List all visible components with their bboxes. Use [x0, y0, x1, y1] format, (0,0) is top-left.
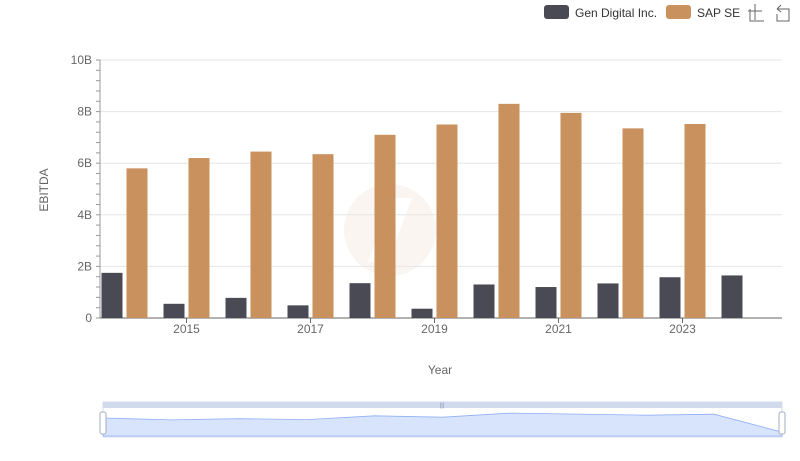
- legend-label-sap: SAP SE: [697, 6, 740, 20]
- bar-sap[interactable]: [374, 134, 396, 318]
- data-zoom-slider[interactable]: |||: [99, 401, 786, 438]
- bar-gen-digital[interactable]: [659, 277, 681, 318]
- data-zoom-handle-bar[interactable]: [103, 402, 782, 408]
- restore-icon[interactable]: [776, 4, 790, 22]
- y-tick-label: 10B: [71, 53, 92, 67]
- bar-gen-digital[interactable]: [597, 283, 619, 318]
- bar-sap[interactable]: [622, 128, 644, 318]
- y-axis-title: EBITDA: [37, 168, 51, 211]
- x-tick-label: 2015: [173, 322, 200, 336]
- zoom-icon[interactable]: [748, 4, 764, 22]
- y-tick-label: 4B: [77, 208, 92, 222]
- bar-gen-digital[interactable]: [721, 275, 743, 318]
- bars: [101, 103, 743, 319]
- bar-sap[interactable]: [560, 112, 582, 318]
- bar-gen-digital[interactable]: [473, 284, 495, 318]
- bar-gen-digital[interactable]: [163, 303, 185, 318]
- y-tick-label: 2B: [77, 259, 92, 273]
- bar-sap[interactable]: [684, 123, 706, 318]
- data-zoom-grip-icon[interactable]: |||: [440, 403, 445, 409]
- data-zoom-preview: [102, 412, 783, 437]
- legend[interactable]: Gen Digital Inc. SAP SE: [544, 5, 740, 20]
- x-axis-ticks: 2015 2017 2019 2021 2023: [173, 322, 696, 336]
- x-tick-label: 2023: [669, 322, 696, 336]
- y-tick-label: 8B: [77, 105, 92, 119]
- legend-swatch-sap: [666, 5, 691, 19]
- bar-gen-digital[interactable]: [225, 297, 247, 318]
- bar-sap[interactable]: [312, 154, 334, 318]
- x-tick-label: 2017: [297, 322, 324, 336]
- data-zoom-right-handle[interactable]: [778, 411, 786, 435]
- data-zoom-left-handle[interactable]: [99, 411, 107, 435]
- bar-sap[interactable]: [498, 103, 520, 318]
- x-tick-label: 2019: [421, 322, 448, 336]
- bar-gen-digital[interactable]: [101, 272, 123, 318]
- legend-label-gen-digital: Gen Digital Inc.: [575, 6, 657, 20]
- bar-gen-digital[interactable]: [287, 305, 309, 318]
- bar-gen-digital[interactable]: [349, 283, 371, 318]
- legend-swatch-gen-digital: [544, 5, 569, 19]
- bar-sap[interactable]: [126, 168, 148, 318]
- x-axis-title: Year: [428, 363, 452, 377]
- legend-item-sap[interactable]: SAP SE: [666, 5, 740, 20]
- y-tick-label: 0: [85, 311, 92, 325]
- bar-sap[interactable]: [436, 124, 458, 319]
- bar-sap[interactable]: [188, 158, 210, 318]
- legend-item-gen-digital[interactable]: Gen Digital Inc.: [544, 5, 657, 20]
- bar-sap[interactable]: [250, 151, 272, 318]
- x-tick-label: 2021: [545, 322, 572, 336]
- y-tick-label: 6B: [77, 156, 92, 170]
- y-axis-ticks: 0 2B 4B 6B 8B 10B: [71, 53, 93, 325]
- bar-gen-digital[interactable]: [411, 308, 433, 318]
- bar-gen-digital[interactable]: [535, 287, 557, 318]
